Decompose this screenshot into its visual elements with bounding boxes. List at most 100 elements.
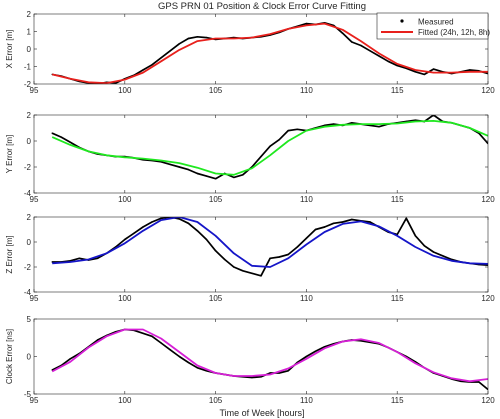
measured-point [133, 232, 135, 234]
x-tick-label: 115 [391, 294, 404, 303]
y-axis-label: Clock Error [ns] [5, 329, 14, 384]
measured-point [305, 355, 308, 358]
y-tick-label: -5 [24, 390, 32, 399]
y-tick-label: 0 [27, 137, 32, 146]
measured-point [205, 36, 208, 39]
measured-point [469, 69, 471, 71]
measured-point [351, 218, 353, 221]
measured-point [260, 376, 262, 378]
legend-box [376, 12, 489, 40]
measured-point [142, 226, 144, 228]
x-tick-label: 100 [118, 294, 132, 303]
measured-point [287, 253, 289, 256]
measured-point [187, 37, 190, 40]
y-tick-label: 0 [27, 353, 32, 362]
measured-point [187, 222, 190, 224]
x-tick-label: 115 [391, 396, 404, 405]
y-tick-label: -1 [24, 63, 32, 72]
measured-point [78, 257, 81, 259]
measured-point [414, 119, 417, 121]
x-tick-label: 95 [30, 195, 39, 204]
measured-point [351, 41, 353, 43]
x-tick-label: 95 [30, 294, 39, 303]
x-tick-label: 95 [30, 396, 39, 405]
figure-title: GPS PRN 01 Position & Clock Error Curve … [158, 1, 366, 12]
y-tick-label: 0 [27, 238, 32, 247]
measured-point [96, 257, 99, 259]
measured-point [214, 178, 217, 180]
measured-point [224, 258, 226, 261]
fitted-line [51, 22, 488, 84]
measured-point [196, 36, 199, 38]
measured-point [432, 68, 435, 70]
x-tick-label: 110 [300, 294, 313, 303]
x-tick-label: 110 [300, 86, 313, 95]
measured-point [233, 266, 235, 268]
measured-point [160, 217, 162, 219]
measured-point [187, 168, 190, 171]
measured-point [360, 44, 362, 47]
x-tick-label: 120 [481, 86, 495, 95]
x-tick-label: 100 [118, 396, 132, 405]
measured-point [278, 372, 280, 374]
measured-point [233, 176, 235, 179]
x-tick-label: 105 [209, 294, 223, 303]
y-axis-label: X Error [m] [5, 30, 14, 69]
measured-point [414, 235, 417, 237]
y-tick-label: -2 [24, 80, 32, 89]
measured-point [69, 358, 72, 360]
y-tick-label: -4 [24, 189, 32, 198]
measured-point [169, 50, 171, 52]
measured-point [151, 221, 153, 223]
measured-point [251, 376, 253, 379]
y-axis-label: Z Error [m] [5, 235, 14, 273]
plot-area [34, 115, 488, 193]
measured-point [60, 136, 62, 138]
measured-point [205, 370, 208, 372]
fitted-line [51, 120, 488, 176]
measured-point [142, 69, 144, 71]
measured-point [269, 372, 271, 374]
x-axis-label: Time of Week [hours] [219, 408, 304, 418]
x-tick-label: 110 [300, 396, 313, 405]
measured-point [342, 221, 344, 223]
fitted-line [52, 217, 488, 268]
y-tick-label: 2 [27, 213, 32, 222]
measured-point [432, 251, 435, 253]
measured-point [323, 226, 326, 228]
legend-measured-label: Measured [418, 18, 454, 27]
measured-point [323, 124, 326, 127]
x-tick-label: 100 [118, 195, 132, 204]
measured-point [369, 50, 371, 52]
measured-point [178, 43, 180, 45]
x-tick-label: 100 [118, 86, 132, 95]
measured-point [269, 257, 271, 259]
measured-point [287, 129, 289, 132]
legend-fitted-label: Fitted (24h, 12h, 8h) [418, 28, 490, 37]
measured-point [196, 172, 199, 175]
panel-y-error: 95 100 105 110 115 120 -4 -2 0 2 Y Error [m] [5, 111, 495, 204]
measured-point [441, 255, 444, 257]
measured-point [287, 370, 289, 372]
plot-area [34, 319, 488, 394]
measured-point [205, 175, 208, 177]
y-tick-label: -2 [24, 263, 32, 272]
measured-point [51, 261, 53, 263]
measured-point [351, 122, 353, 124]
measured-point [115, 82, 117, 84]
y-tick-label: 2 [27, 111, 32, 120]
measured-point [187, 361, 190, 364]
measured-point [296, 128, 298, 130]
measured-point [423, 73, 426, 76]
measured-point [314, 350, 317, 352]
x-tick-label: 110 [300, 195, 313, 204]
measured-point [378, 55, 380, 57]
measured-point [96, 339, 99, 341]
measured-point [278, 139, 280, 141]
measured-point [51, 132, 53, 134]
y-axis-label: Y Error [m] [5, 135, 14, 174]
measured-point [460, 380, 462, 382]
x-tick-label: 105 [209, 195, 223, 204]
measured-point [478, 381, 480, 383]
